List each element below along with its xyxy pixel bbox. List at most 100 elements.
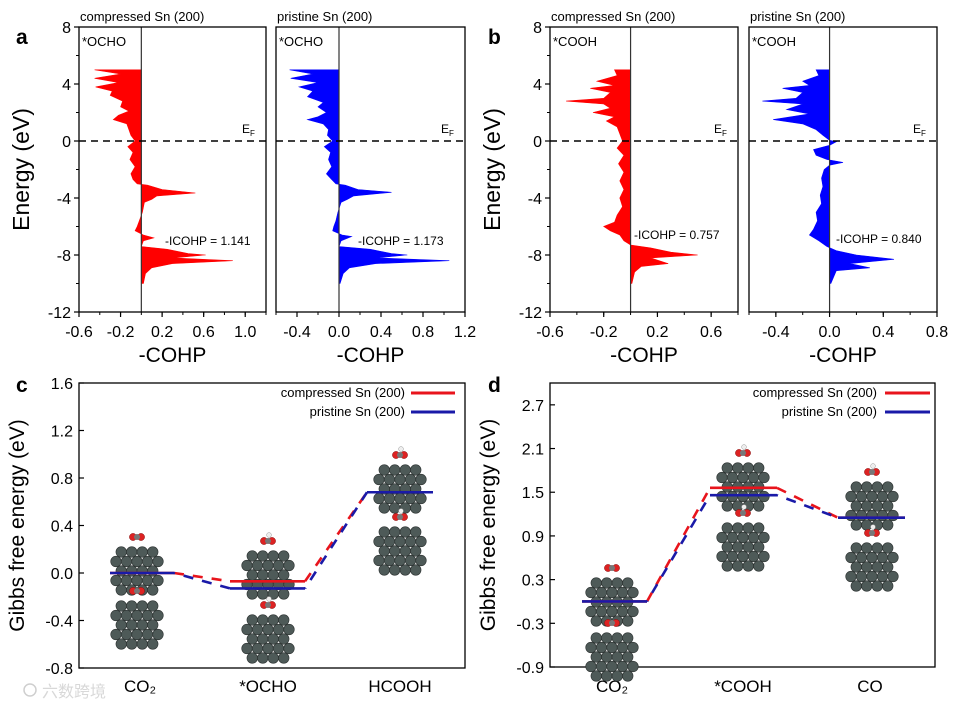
sn-atom [241, 559, 253, 572]
sn-atom [753, 462, 765, 474]
sn-atom [850, 500, 862, 512]
carbon-atom [609, 565, 615, 571]
sn-atom [742, 522, 754, 534]
sn-atom [732, 560, 744, 572]
sn-atom [622, 632, 634, 644]
sn-atom [882, 519, 894, 531]
sn-atom [601, 632, 613, 644]
cohp-area [762, 69, 895, 284]
sn-atom [616, 660, 629, 673]
x-tick-label: 0.4 [370, 324, 392, 341]
sn-atom [850, 519, 862, 531]
panel-title: compressed Sn (200) [80, 9, 204, 24]
sn-atom [267, 652, 279, 664]
sn-atom [383, 492, 396, 505]
sn-atom [257, 614, 269, 626]
sn-slab-model [110, 587, 164, 650]
sn-atom [590, 615, 602, 627]
sn-atom [110, 574, 122, 587]
sn-atom [378, 526, 390, 538]
y-tick-label: 0.8 [51, 471, 73, 488]
panel-title: pristine Sn (200) [750, 9, 845, 24]
sn-slab-model [716, 504, 770, 572]
y-tick-label: 2.1 [522, 442, 544, 459]
carbon-atom [869, 469, 875, 475]
sn-atom [726, 531, 739, 544]
sn-atom [627, 641, 639, 654]
sn-atom [747, 531, 760, 544]
y-axis-label: Energy (eV) [479, 108, 505, 231]
sn-atom [726, 471, 739, 484]
sn-slab-model [373, 508, 427, 576]
fermi-label-subscript: F [722, 129, 727, 138]
category-label: CO [857, 677, 883, 696]
sn-atom [747, 550, 760, 563]
sn-atom [267, 633, 279, 645]
carbon-atom [609, 620, 615, 626]
carbon-atom [265, 602, 271, 608]
y-tick-label: 0.9 [522, 529, 544, 546]
sn-atom [399, 464, 411, 476]
x-axis-label: -COHP [610, 344, 678, 367]
sn-atom [753, 541, 765, 553]
sn-atom [882, 481, 894, 493]
sn-slab-model [110, 533, 164, 596]
sn-atom [742, 560, 754, 572]
sn-atom [601, 670, 613, 682]
hydrogen-atom [266, 596, 272, 602]
sn-atom [606, 605, 618, 618]
sn-atom [737, 531, 749, 544]
sn-atom [871, 481, 883, 493]
sn-atom [758, 531, 770, 544]
sn-atom [627, 605, 639, 618]
sn-atom [373, 554, 385, 567]
x-axis-label: -COHP [139, 344, 207, 367]
sn-atom [721, 500, 733, 512]
sn-atom [726, 550, 739, 563]
sn-atom [861, 519, 873, 531]
sn-atom [622, 670, 634, 682]
category-label: *OCHO [239, 677, 297, 696]
sn-atom [866, 509, 878, 522]
sn-atom [378, 502, 390, 514]
carbon-atom [134, 588, 140, 594]
sn-atom [373, 473, 385, 486]
x-tick-label: -0.4 [762, 324, 790, 341]
sn-atom [861, 580, 873, 592]
sn-atom [110, 555, 122, 568]
sn-atom [876, 509, 889, 522]
cohp-area [289, 69, 450, 284]
carbon-atom [397, 452, 403, 458]
sn-atom [147, 565, 159, 577]
sn-atom [845, 570, 857, 583]
watermark-logo-icon [23, 683, 37, 697]
hydrogen-atom [870, 524, 876, 530]
y-tick-label: -8 [528, 248, 542, 265]
sn-atom [147, 584, 159, 596]
sn-atom [278, 633, 290, 645]
sn-atom [246, 652, 258, 664]
sn-atom [136, 565, 148, 577]
sn-atom [241, 642, 253, 655]
sn-atom [861, 500, 873, 512]
sn-atom [747, 490, 760, 503]
sn-atom [136, 619, 148, 631]
connector-dashed [303, 491, 369, 590]
sn-atom [415, 554, 427, 567]
sn-atom [257, 652, 269, 664]
icohp-annotation: -ICOHP = 0.757 [634, 228, 720, 242]
legend-label: pristine Sn (200) [310, 404, 405, 419]
sn-atom [278, 550, 290, 562]
sn-slab-model [845, 524, 899, 592]
y-axis-label: Gibbs free energy (eV) [6, 419, 29, 631]
sn-atom [131, 628, 143, 641]
sn-atom [845, 490, 857, 503]
panel-title: compressed Sn (200) [551, 9, 675, 24]
sn-atom [845, 551, 857, 564]
x-tick-label: -0.2 [107, 324, 135, 341]
sn-atom [590, 651, 602, 663]
adsorbate-label: *OCHO [279, 34, 323, 49]
legend-label: compressed Sn (200) [281, 385, 405, 400]
sn-atom [622, 615, 634, 627]
icohp-annotation: -ICOHP = 0.840 [836, 232, 922, 246]
